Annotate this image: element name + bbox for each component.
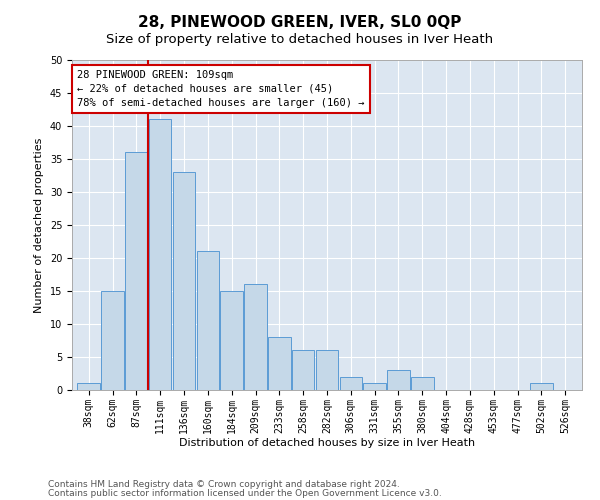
Bar (364, 384, 386, 390)
Bar (244, 284, 267, 390)
Bar (125, 152, 148, 390)
Bar (316, 350, 338, 390)
Text: Size of property relative to detached houses in Iver Heath: Size of property relative to detached ho… (106, 32, 494, 46)
Bar (220, 291, 243, 390)
Bar (340, 377, 362, 390)
Bar (101, 291, 124, 390)
Bar (77, 384, 100, 390)
Bar (149, 120, 172, 390)
Bar (197, 252, 219, 390)
Bar (292, 350, 314, 390)
Bar (530, 384, 553, 390)
Bar (387, 370, 410, 390)
Bar (268, 337, 290, 390)
Text: Contains public sector information licensed under the Open Government Licence v3: Contains public sector information licen… (48, 488, 442, 498)
X-axis label: Distribution of detached houses by size in Iver Heath: Distribution of detached houses by size … (179, 438, 475, 448)
Text: 28 PINEWOOD GREEN: 109sqm
← 22% of detached houses are smaller (45)
78% of semi-: 28 PINEWOOD GREEN: 109sqm ← 22% of detac… (77, 70, 365, 108)
Bar (411, 377, 434, 390)
Y-axis label: Number of detached properties: Number of detached properties (34, 138, 44, 312)
Text: Contains HM Land Registry data © Crown copyright and database right 2024.: Contains HM Land Registry data © Crown c… (48, 480, 400, 489)
Text: 28, PINEWOOD GREEN, IVER, SL0 0QP: 28, PINEWOOD GREEN, IVER, SL0 0QP (139, 15, 461, 30)
Bar (173, 172, 196, 390)
